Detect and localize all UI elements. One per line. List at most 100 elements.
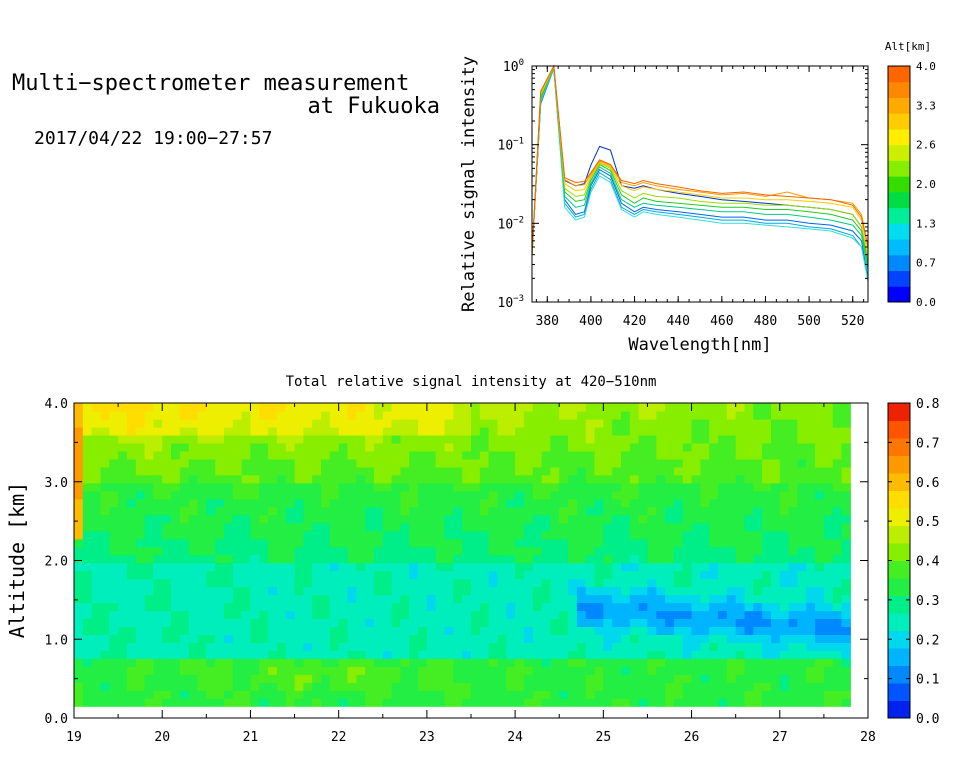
heatmap-cell: [771, 554, 781, 564]
heatmap-cell: [100, 634, 110, 643]
heatmap-cell: [365, 634, 375, 643]
heatmap-cell: [462, 650, 472, 659]
heatmap-cell: [638, 466, 648, 476]
colorbar-cell: [888, 683, 910, 701]
heatmap-cell: [126, 490, 137, 500]
heatmap-cell: [444, 586, 454, 596]
heatmap-cell: [823, 554, 834, 564]
heatmap-cell: [753, 538, 763, 548]
heatmap-cell: [532, 690, 543, 699]
heatmap-cell: [744, 419, 754, 428]
heatmap-cell: [321, 554, 331, 564]
heatmap-cell: [153, 506, 163, 516]
heatmap-cell: [603, 562, 613, 572]
heatmap-cell: [435, 698, 446, 707]
heatmap-cell: [612, 690, 622, 699]
heatmap-cell: [197, 411, 207, 420]
heatmap-cell: [426, 602, 437, 612]
colorbar-cell: [888, 560, 910, 579]
heatmap-cell: [541, 442, 551, 452]
heatmap-cell: [374, 466, 384, 476]
heatmap-cell: [435, 634, 446, 643]
heatmap-cell: [603, 458, 613, 468]
heatmap-cell: [735, 490, 746, 500]
heatmap-cell: [788, 506, 798, 516]
heatmap-cell: [444, 642, 454, 651]
heatmap-cell: [471, 562, 481, 572]
heatmap-cell: [541, 690, 551, 699]
heatmap-cell: [100, 650, 110, 659]
heatmap-cell: [250, 522, 260, 532]
heatmap-cell: [576, 634, 587, 643]
heatmap-cell: [126, 419, 137, 428]
heatmap-cell: [435, 690, 446, 699]
heatmap-cell: [568, 538, 578, 548]
heatmap-cell: [241, 562, 251, 572]
heatmap-cell: [171, 658, 181, 667]
heatmap-cell: [550, 674, 560, 683]
spectra-chart: 380 400 420 440 460 480 500 52010010−110−210−3W…: [459, 40, 936, 355]
heatmap-cell: [832, 546, 843, 556]
heatmap-cell: [523, 610, 534, 619]
heatmap-cell: [779, 419, 790, 428]
heatmap-cell: [144, 482, 154, 492]
heatmap-cell: [303, 482, 313, 492]
heatmap-cell: [118, 514, 128, 524]
heatmap-cell: [409, 610, 419, 619]
heatmap-cell: [762, 506, 772, 516]
heatmap-cell: [523, 538, 534, 548]
heatmap-cell: [603, 530, 613, 540]
heatmap-cell: [762, 658, 772, 667]
heatmap-cell: [700, 538, 710, 548]
heatmap-cell: [788, 450, 798, 460]
heatmap-cell: [471, 570, 481, 580]
heatmap-cell: [462, 506, 472, 516]
heatmap-cell: [382, 650, 393, 659]
heatmap-cell: [753, 650, 763, 659]
heatmap-cell: [726, 506, 737, 516]
heatmap-cell: [135, 403, 146, 412]
heatmap-cell: [232, 618, 243, 627]
heatmap-cell: [365, 602, 375, 612]
heatmap-cell: [638, 594, 648, 604]
heatmap-cell: [312, 578, 322, 588]
heatmap-cell: [762, 530, 772, 540]
heatmap-cell: [832, 411, 843, 420]
heatmap-cell: [673, 426, 684, 436]
colorbar-cell: [888, 420, 910, 439]
heatmap-cell: [479, 578, 490, 588]
heatmap-cell: [594, 610, 604, 619]
heatmap-cell: [347, 666, 357, 675]
heatmap-cell: [285, 666, 296, 675]
heatmap-cell: [691, 666, 701, 675]
heatmap-cell: [568, 674, 578, 683]
heatmap-cell: [479, 442, 490, 452]
heatmap-cell: [418, 522, 428, 532]
heatmap-cell: [709, 610, 719, 619]
heatmap-cell: [374, 442, 384, 452]
heatmap-cell: [426, 514, 437, 524]
heatmap-cell: [268, 466, 278, 476]
heatmap-cell: [612, 490, 622, 500]
heatmap-cell: [603, 586, 613, 596]
heatmap-cell: [162, 506, 172, 516]
heatmap-cell: [515, 666, 525, 675]
heatmap-cell: [409, 626, 419, 635]
heatmap-cell: [444, 610, 454, 619]
heatmap-cell: [303, 602, 313, 612]
heatmap-cell: [171, 578, 181, 588]
heatmap-cell: [700, 626, 710, 635]
heatmap-cell: [171, 602, 181, 612]
heatmap-cell: [638, 538, 648, 548]
heatmap-cell: [347, 626, 357, 635]
heatmap-cell: [479, 570, 490, 580]
heatmap-cell: [382, 530, 393, 540]
heatmap-cell: [215, 594, 225, 604]
heatmap-cell: [647, 403, 657, 412]
heatmap-cell: [744, 698, 754, 707]
heatmap-cell: [365, 554, 375, 564]
heatmap-cell: [815, 434, 825, 444]
heatmap-cell: [74, 682, 84, 691]
heatmap-cell: [797, 482, 807, 492]
heatmap-cell: [321, 490, 331, 500]
